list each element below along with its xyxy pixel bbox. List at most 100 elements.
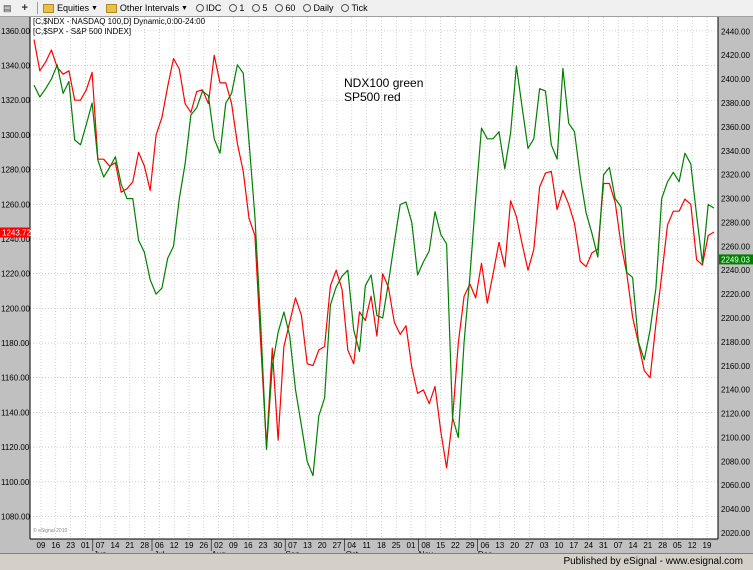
circle-icon (252, 4, 261, 12)
interval-tick-label: Tick (351, 3, 368, 13)
toolbar: ▤ + Equities ▼ Other Intervals ▼ IDC 1 5… (0, 0, 753, 17)
x-tick-label: 19 (703, 541, 712, 550)
status-bar: Published by eSignal - www.esignal.com (0, 553, 753, 570)
legend-ndx: [C,$NDX - NASDAQ 100,D] Dynamic,0:00-24:… (33, 17, 206, 26)
right-tick-label: 2080.00 (721, 457, 750, 466)
x-tick-label: 20 (510, 541, 519, 550)
watermark: © eSignal 2010 (33, 527, 67, 534)
circle-icon (275, 4, 284, 12)
x-tick-label: 23 (66, 541, 75, 550)
interval-idc-label: IDC (205, 3, 222, 13)
month-label: Dec (478, 550, 492, 553)
interval-daily-button[interactable]: Daily (300, 1, 336, 15)
interval-1-button[interactable]: 1 (226, 1, 247, 15)
open-icon-button[interactable]: ▤ (0, 1, 17, 15)
x-tick-label: 15 (436, 541, 445, 550)
month-label: Jun (94, 550, 107, 553)
interval-idc-button[interactable]: IDC (193, 1, 225, 15)
toolbar-separator (36, 2, 38, 14)
interval-tick-button[interactable]: Tick (338, 1, 370, 15)
x-tick-label: 16 (51, 541, 60, 550)
left-tick-label: 1340.00 (1, 62, 30, 71)
price-chart[interactable]: 1080.00 1100.00 1120.00 1140.00 1160.00 1180.… (0, 17, 753, 553)
right-tick-label: 2180.00 (721, 338, 750, 347)
chevron-down-icon: ▼ (90, 4, 98, 12)
x-tick-label: 31 (599, 541, 608, 550)
other-intervals-menu[interactable]: Other Intervals ▼ (103, 1, 191, 15)
circle-icon (303, 4, 312, 12)
equities-label: Equities (56, 3, 89, 13)
x-tick-label: 06 (481, 541, 490, 550)
folder-icon (42, 3, 54, 13)
x-tick-label: 13 (495, 541, 504, 550)
right-tick-label: 2040.00 (721, 505, 750, 514)
month-label: Jul (154, 550, 164, 553)
right-tick-label: 2100.00 (721, 433, 750, 442)
x-tick-label: 26 (199, 541, 208, 550)
series-layer (33, 39, 715, 477)
left-tick-label: 1180.00 (1, 339, 30, 348)
interval-1-label: 1 (239, 3, 245, 13)
right-tick-label: 2440.00 (721, 27, 750, 36)
right-tick-label: 2280.00 (721, 218, 750, 227)
left-axis-ticks: 1080.00 1100.00 1120.00 1140.00 1160.00 1180.… (1, 27, 30, 522)
x-tick-label: 19 (185, 541, 194, 550)
x-tick-label: 25 (392, 541, 401, 550)
interval-5-button[interactable]: 5 (249, 1, 270, 15)
left-tick-label: 1160.00 (1, 374, 30, 383)
interval-60-label: 60 (285, 3, 296, 13)
right-tick-label: 2120.00 (721, 410, 750, 419)
x-tick-label: 27 (525, 541, 534, 550)
right-tick-label: 2260.00 (721, 242, 750, 251)
last-value-right-badge: 2249.03 (719, 254, 753, 265)
x-tick-label: 23 (259, 541, 268, 550)
x-tick-label: 20 (318, 541, 327, 550)
circle-icon (229, 4, 238, 12)
last-value-right: 2249.03 (721, 255, 750, 264)
x-tick-label: 08 (421, 541, 430, 550)
left-tick-label: 1280.00 (1, 166, 30, 175)
x-tick-label: 22 (451, 541, 460, 550)
equities-menu[interactable]: Equities ▼ (40, 1, 101, 15)
x-tick-label: 01 (407, 541, 416, 550)
x-tick-label: 06 (155, 541, 164, 550)
x-tick-label: 16 (244, 541, 253, 550)
interval-60-button[interactable]: 60 (272, 1, 298, 15)
right-tick-label: 2320.00 (721, 171, 750, 180)
left-tick-label: 1120.00 (1, 443, 30, 452)
x-tick-label: 12 (170, 541, 179, 550)
x-tick-label: 12 (688, 541, 697, 550)
x-tick-label: 01 (81, 541, 90, 550)
right-tick-label: 2240.00 (721, 266, 750, 275)
interval-5-label: 5 (262, 3, 268, 13)
x-tick-label: 05 (673, 541, 682, 550)
x-tick-label: 24 (584, 541, 593, 550)
right-tick-label: 2360.00 (721, 123, 750, 132)
right-tick-label: 2380.00 (721, 99, 750, 108)
add-icon-button[interactable]: + (19, 1, 33, 15)
right-tick-label: 2340.00 (721, 147, 750, 156)
x-tick-label: 28 (658, 541, 667, 550)
legend-spx: [C,$SPX - S&P 500 INDEX] (33, 27, 131, 36)
x-tick-label: 17 (569, 541, 578, 550)
left-tick-label: 1320.00 (1, 96, 30, 105)
right-tick-label: 2020.00 (721, 529, 750, 538)
x-tick-label: 07 (288, 541, 297, 550)
left-tick-label: 1240.00 (1, 235, 30, 244)
x-tick-label: 07 (96, 541, 105, 550)
publisher-text: Published by eSignal - www.esignal.com (563, 556, 743, 567)
x-tick-label: 29 (466, 541, 475, 550)
x-tick-label: 21 (125, 541, 134, 550)
left-tick-label: 1140.00 (1, 408, 30, 417)
interval-daily-label: Daily (313, 3, 334, 13)
left-tick-label: 1360.00 (1, 27, 30, 36)
chevron-down-icon: ▼ (180, 4, 188, 12)
left-tick-label: 1080.00 (1, 512, 30, 521)
x-tick-label: 04 (347, 541, 356, 550)
last-value-left-badge: 1243.72 (0, 227, 31, 238)
x-axis-ticks: 09 16 23 01 07 14 21 28 06 12 19 26 02 09 16 23 30 07 13 20… (37, 539, 712, 553)
month-label: Aug (211, 550, 225, 553)
annotation-line-2: SP500 red (344, 90, 401, 104)
x-tick-label: 09 (229, 541, 238, 550)
right-tick-label: 2220.00 (721, 290, 750, 299)
